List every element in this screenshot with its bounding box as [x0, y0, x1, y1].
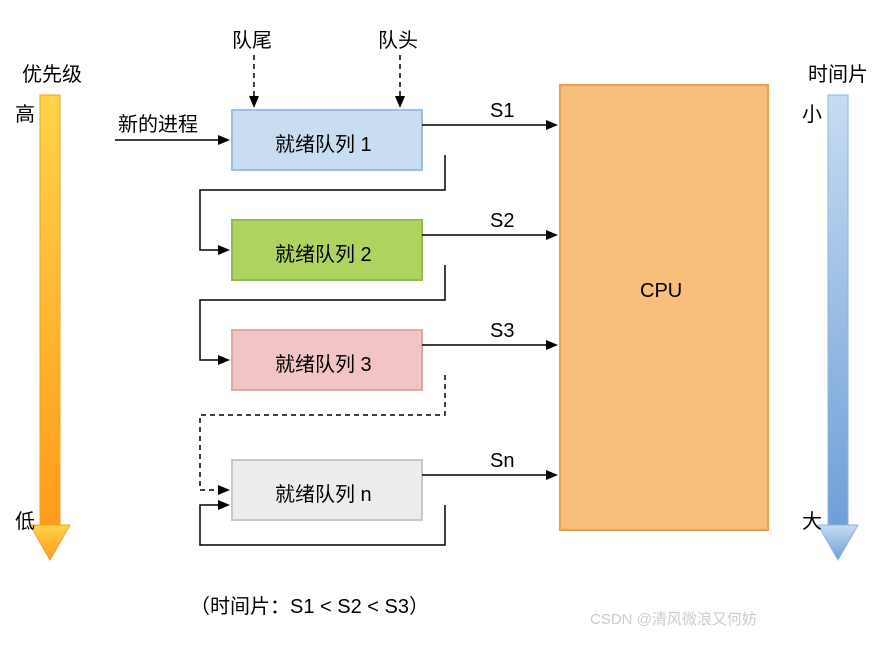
footer-note: （时间片：S1 < S2 < S3）	[190, 590, 429, 619]
timeslice-arrow	[818, 95, 858, 560]
priority-low: 低	[15, 505, 35, 534]
timeslice-small: 小	[802, 98, 822, 127]
edge-sn-label: Sn	[490, 450, 514, 473]
cpu-box	[560, 85, 768, 530]
head-label: 队头	[378, 24, 418, 53]
queue-1-label: 就绪队列 1	[275, 128, 372, 157]
cpu-label: CPU	[640, 280, 682, 303]
diagram-canvas	[0, 0, 878, 650]
timeslice-label: 时间片	[808, 58, 868, 87]
edge-s3-label: S3	[490, 320, 514, 343]
queue-3-label: 就绪队列 3	[275, 348, 372, 377]
watermark: CSDN @清风微浪又何妨	[590, 608, 757, 629]
queue-n-label: 就绪队列 n	[275, 478, 372, 507]
timeslice-large: 大	[802, 505, 822, 534]
edge-s2-label: S2	[490, 210, 514, 233]
tail-label: 队尾	[232, 24, 272, 53]
priority-arrow	[30, 95, 70, 560]
new-process-label: 新的进程	[118, 108, 198, 137]
priority-label: 优先级	[22, 58, 82, 87]
priority-high: 高	[15, 98, 35, 127]
edge-s1-label: S1	[490, 100, 514, 123]
queue-2-label: 就绪队列 2	[275, 238, 372, 267]
